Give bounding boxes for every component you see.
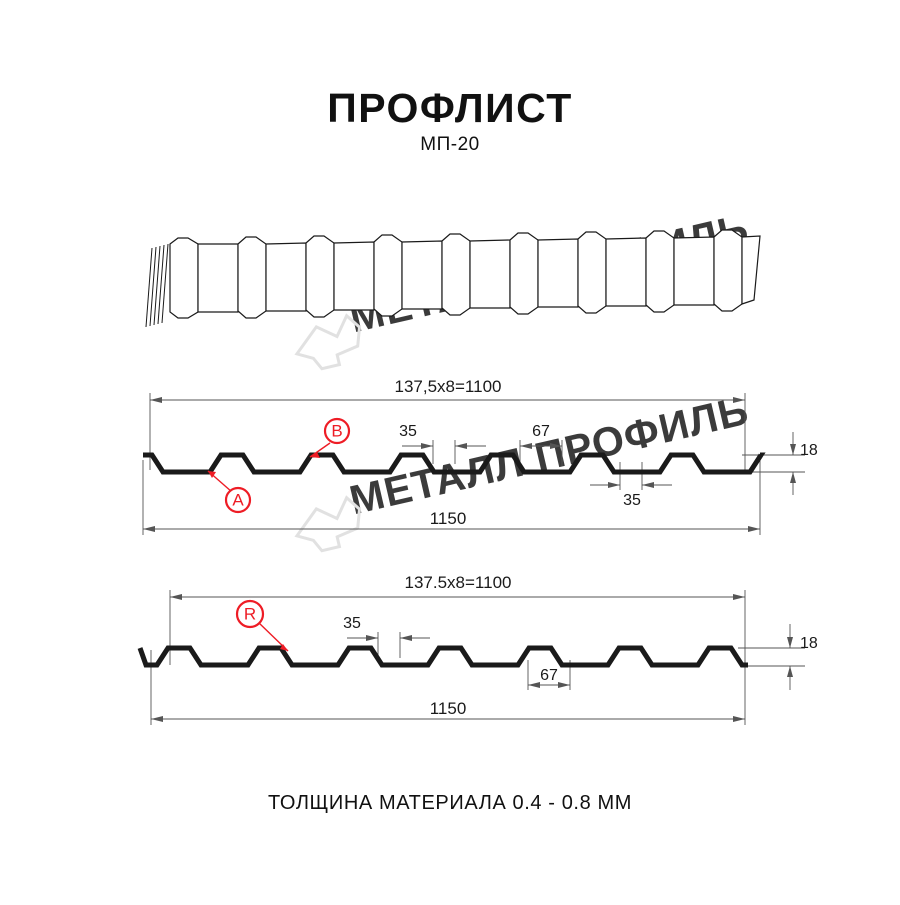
marker-a: A	[207, 470, 252, 514]
dim-height-bottom-18	[738, 624, 805, 690]
dim-label-total-bottom: 1150	[430, 699, 467, 718]
marker-a-circle	[224, 486, 252, 514]
marker-r: R	[235, 599, 289, 652]
dim-label-67-bottom: 67	[540, 667, 558, 684]
dim-label-overall-bottom: 137.5x8=1100	[405, 573, 512, 592]
marker-b: B	[309, 417, 351, 458]
dim-label-overall-top: 137,5x8=1100	[395, 377, 502, 396]
dim-label-18-top: 18	[800, 442, 818, 459]
watermark-logo-icon	[294, 313, 362, 371]
profile-polyline-top	[143, 452, 766, 475]
marker-r-circle	[235, 599, 265, 629]
profile-polyline-bottom	[137, 645, 748, 668]
dim-label-total-top: 1150	[430, 509, 467, 528]
dim-label-67-top: 67	[532, 423, 550, 440]
dim-label-35-bottom: 35	[343, 615, 361, 632]
dim-rib-bottom-35	[590, 462, 672, 490]
dim-overall-bottom	[169, 590, 746, 665]
sheet-edge-laminations	[145, 243, 169, 328]
material-thickness-note: ТОЛЩИНА МАТЕРИАЛА 0.4 - 0.8 ММ	[267, 792, 632, 814]
cross-section-top: 137,5x8=1100 1150 35	[142, 377, 818, 535]
marker-b-label: B	[331, 422, 342, 441]
dim-height-top-18	[742, 432, 805, 495]
isometric-profile-view	[145, 229, 761, 328]
watermark-logo-icon	[294, 495, 362, 553]
dim-rib-top-35	[402, 440, 486, 464]
dim-total-top	[142, 460, 761, 535]
marker-b-circle	[323, 417, 351, 445]
marker-a-label: A	[232, 491, 244, 510]
product-model: МП-20	[420, 134, 480, 155]
marker-r-label: R	[244, 605, 256, 624]
dim-rib-top-35-bottom	[347, 632, 430, 658]
corrugation-flutes	[169, 229, 761, 319]
dim-label-35-bottom-top: 35	[623, 492, 641, 509]
dim-overall-top	[149, 393, 746, 470]
dim-pitch-top-67	[519, 440, 563, 466]
dim-label-18-bottom: 18	[800, 635, 818, 652]
cross-section-bottom: 137.5x8=1100 1150 35	[137, 573, 818, 725]
page-title: ПРОФЛИСТ	[327, 85, 573, 131]
dim-label-35-top: 35	[399, 423, 417, 440]
